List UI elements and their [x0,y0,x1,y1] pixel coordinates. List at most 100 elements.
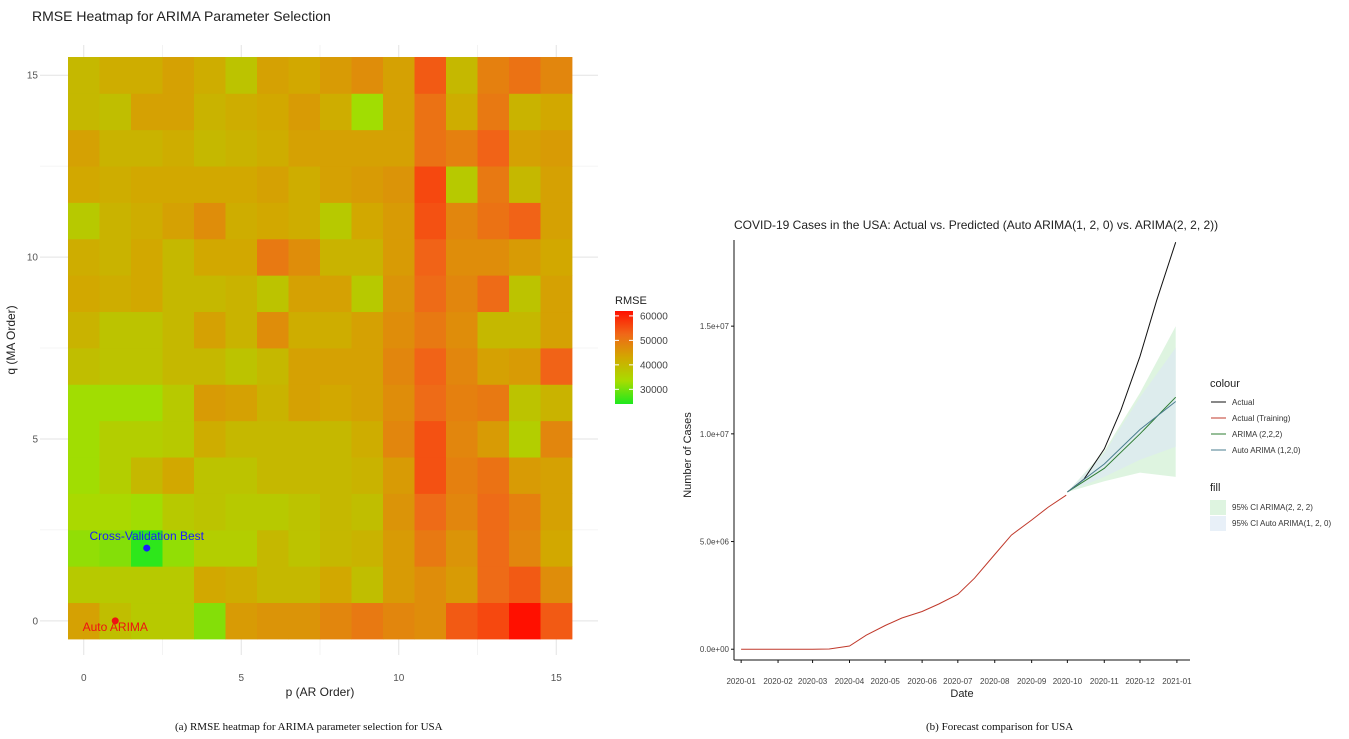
heatmap-cell [131,311,163,349]
heatmap-cell [477,384,510,422]
heatmap-cell [68,493,100,531]
heatmap-cell [131,457,163,494]
heatmap-cell [288,166,321,203]
heatmap-cell [288,311,321,349]
heatmap-cell [257,384,289,422]
heatmap-cell [509,457,541,494]
heatmap-cell [225,384,258,422]
heatmap-cell [477,93,510,131]
heatmap-cell [540,602,573,640]
heatmap-cell [540,202,573,240]
heatmap-cell [351,129,384,167]
heatmap-cell [540,457,573,494]
annotation-label: Auto ARIMA [83,620,148,634]
heatmap-cell [225,493,258,531]
heatmap-cell [225,129,258,167]
heatmap-cell [99,57,132,94]
heatmap-cell [477,457,510,494]
heatmap-cell [540,93,573,131]
rmse-legend: RMSE 30000 40000 50000 60000 [615,295,668,404]
legend-label: Actual (Training) [1232,414,1291,423]
heatmap-cell [99,529,132,567]
heatmap-cell [99,93,132,131]
heatmap-cell [446,57,478,94]
heatmap-cell [288,493,321,531]
heatmap-y-tick-label: 10 [27,253,39,264]
heatmap-cell [257,566,289,604]
forecast-legend-items: Actual Actual (Training) ARIMA (2,2,2) Auto… [1210,398,1331,531]
heatmap-cell [288,602,321,640]
heatmap-cell [477,493,510,531]
heatmap-cell [68,238,100,276]
forecast-y-tick-label: 5.0e+06 [700,538,730,547]
heatmap-cell [288,275,321,313]
rmse-legend-ticks: 30000 40000 50000 60000 [615,311,668,396]
heatmap-cell [194,238,226,276]
heatmap-cell [509,238,541,276]
heatmap-cell [477,202,510,240]
heatmap-cell [320,57,352,94]
heatmap-cell [351,457,384,494]
heatmap-cell [351,384,384,422]
heatmap-cell [383,493,415,531]
legend-label: ARIMA (2,2,2) [1232,430,1283,439]
forecast-x-tick-label: 2020-09 [1017,677,1047,686]
heatmap-x-tick-label: 5 [238,673,244,684]
heatmap-cell [383,420,415,458]
heatmap-cell [131,348,163,385]
heatmap-cell [414,566,447,604]
forecast-x-tick-label: 2020-07 [943,677,973,686]
heatmap-cell [225,202,258,240]
heatmap-cell [162,275,195,313]
heatmap-cell [257,457,289,494]
heatmap-cell [540,384,573,422]
heatmap-cell [446,275,478,313]
heatmap-cell [194,348,226,385]
heatmap-cell [540,529,573,567]
forecast-x-tick-label: 2020-11 [1090,677,1119,686]
heatmap-cell [351,566,384,604]
rmse-legend-tick: 50000 [640,336,668,347]
annotation-label: Cross-Validation Best [90,529,205,543]
heatmap-cell [99,566,132,604]
heatmap-cell [446,202,478,240]
heatmap-cell [320,275,352,313]
legend-label: 95% CI ARIMA(2, 2, 2) [1232,503,1313,512]
heatmap-cell [320,384,352,422]
confidence-band [1067,347,1176,492]
heatmap-cell [131,384,163,422]
forecast-x-tick-label: 2021-01 [1162,677,1192,686]
heatmap-cell [162,384,195,422]
heatmap-cell [162,129,195,167]
heatmap-cell [446,566,478,604]
heatmap-cell [446,529,478,567]
legend-label: Auto ARIMA (1,2,0) [1232,446,1301,455]
heatmap-cell [68,57,100,94]
heatmap-cell [131,275,163,313]
heatmap-cell [414,202,447,240]
heatmap-cell [131,493,163,531]
heatmap-cell [288,457,321,494]
heatmap-cell [320,493,352,531]
forecast-legend: colour fill Actual Actual (Training) ARIMA… [1210,378,1331,531]
heatmap-cell [288,420,321,458]
heatmap-cell [162,202,195,240]
heatmap-cell [288,529,321,567]
heatmap-cell [131,566,163,604]
heatmap-cell [68,529,100,567]
heatmap-cell [288,566,321,604]
heatmap-cell [257,602,289,640]
heatmap-cell [68,348,100,385]
legend-fill-title: fill [1210,482,1220,494]
heatmap-cell [509,420,541,458]
heatmap-cell [414,348,447,385]
heatmap-cell [194,275,226,313]
series-line [741,494,1067,650]
heatmap-cell [477,602,510,640]
heatmap-cell [351,311,384,349]
heatmap-cell [194,202,226,240]
heatmap-cell [540,348,573,385]
heatmap-cell [68,311,100,349]
heatmap-cell [257,238,289,276]
heatmap-cell [540,166,573,203]
